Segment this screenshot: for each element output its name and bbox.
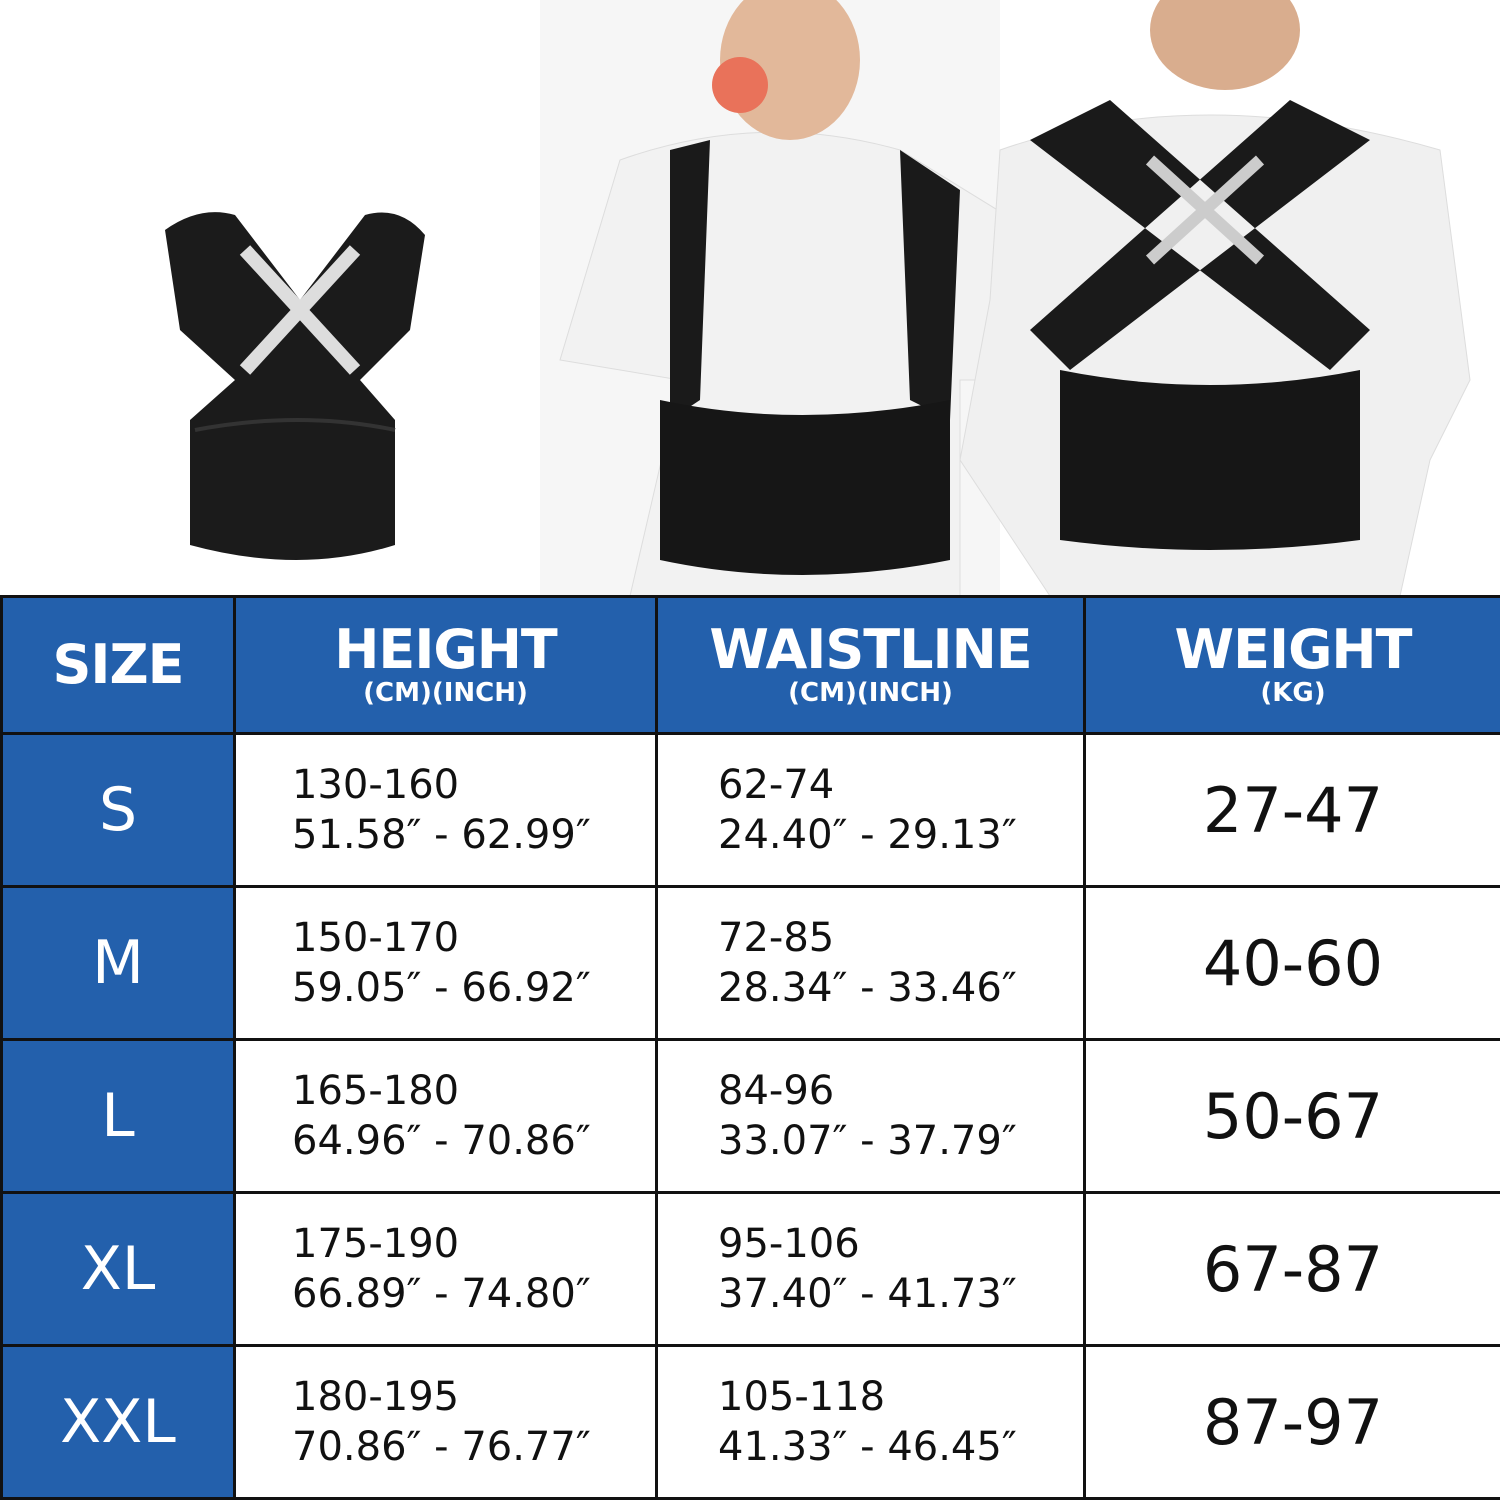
waistline-cell: 105-118 41.33″ - 46.45″ <box>655 1344 1086 1500</box>
product-photos <box>165 0 1471 596</box>
height-cm: 165-180 <box>292 1068 460 1114</box>
table-row: XL 175-190 66.89″ - 74.80″ 95-106 37.40″ - 4… <box>0 1191 1500 1347</box>
height-cm: 175-190 <box>292 1221 460 1267</box>
waist-inch: 33.07″ - 37.79″ <box>718 1118 1017 1164</box>
header-weight: WEIGHT (KG) <box>1083 595 1500 735</box>
header-height: HEIGHT (CM)(INCH) <box>233 595 658 735</box>
table-header-row: SIZE HEIGHT (CM)(INCH) WAISTLINE (CM)(INCH… <box>0 595 1500 735</box>
height-cell: 175-190 66.89″ - 74.80″ <box>233 1191 658 1347</box>
height-inch: 70.86″ - 76.77″ <box>292 1424 591 1470</box>
table-row: M 150-170 59.05″ - 66.92″ 72-85 28.34″ - 33.… <box>0 885 1500 1041</box>
waistline-cell: 62-74 24.40″ - 29.13″ <box>655 732 1086 888</box>
waist-cm: 84-96 <box>718 1068 835 1114</box>
height-inch: 64.96″ - 70.86″ <box>292 1118 591 1164</box>
posture-corrector-product-image <box>165 212 425 560</box>
waist-inch: 41.33″ - 46.45″ <box>718 1424 1017 1470</box>
weight-cell: 67-87 <box>1083 1191 1500 1347</box>
size-chart-table: SIZE HEIGHT (CM)(INCH) WAISTLINE (CM)(INCH… <box>0 595 1500 1500</box>
height-cell: 165-180 64.96″ - 70.86″ <box>233 1038 658 1194</box>
table-row: XXL 180-195 70.86″ - 76.77″ 105-118 41.33″ -… <box>0 1344 1500 1500</box>
height-inch: 51.58″ - 62.99″ <box>292 812 591 858</box>
waist-cm: 105-118 <box>718 1374 886 1420</box>
weight-cell: 40-60 <box>1083 885 1500 1041</box>
waist-inch: 24.40″ - 29.13″ <box>718 812 1017 858</box>
waist-inch: 28.34″ - 33.46″ <box>718 965 1017 1011</box>
height-cm: 180-195 <box>292 1374 460 1420</box>
waistline-cell: 95-106 37.40″ - 41.73″ <box>655 1191 1086 1347</box>
weight-cell: 27-47 <box>1083 732 1500 888</box>
height-cell: 130-160 51.58″ - 62.99″ <box>233 732 658 888</box>
table-row: L 165-180 64.96″ - 70.86″ 84-96 33.07″ - 37.… <box>0 1038 1500 1194</box>
height-inch: 59.05″ - 66.92″ <box>292 965 591 1011</box>
header-size: SIZE <box>0 595 236 735</box>
waist-inch: 37.40″ - 41.73″ <box>718 1271 1017 1317</box>
size-cell: XXL <box>0 1344 236 1500</box>
waistline-cell: 72-85 28.34″ - 33.46″ <box>655 885 1086 1041</box>
weight-cell: 50-67 <box>1083 1038 1500 1194</box>
table-row: S 130-160 51.58″ - 62.99″ 62-74 24.40″ - 29.… <box>0 732 1500 888</box>
size-cell: L <box>0 1038 236 1194</box>
height-cell: 180-195 70.86″ - 76.77″ <box>233 1344 658 1500</box>
waist-cm: 95-106 <box>718 1221 860 1267</box>
size-cell: XL <box>0 1191 236 1347</box>
waistline-cell: 84-96 33.07″ - 37.79″ <box>655 1038 1086 1194</box>
header-waistline: WAISTLINE (CM)(INCH) <box>655 595 1086 735</box>
waist-cm: 62-74 <box>718 762 835 808</box>
model-back-image <box>959 0 1471 596</box>
model-front-image <box>540 0 1031 596</box>
weight-cell: 87-97 <box>1083 1344 1500 1500</box>
size-cell: S <box>0 732 236 888</box>
height-cell: 150-170 59.05″ - 66.92″ <box>233 885 658 1041</box>
waist-cm: 72-85 <box>718 915 835 961</box>
size-cell: M <box>0 885 236 1041</box>
height-inch: 66.89″ - 74.80″ <box>292 1271 591 1317</box>
height-cm: 130-160 <box>292 762 460 808</box>
height-cm: 150-170 <box>292 915 460 961</box>
